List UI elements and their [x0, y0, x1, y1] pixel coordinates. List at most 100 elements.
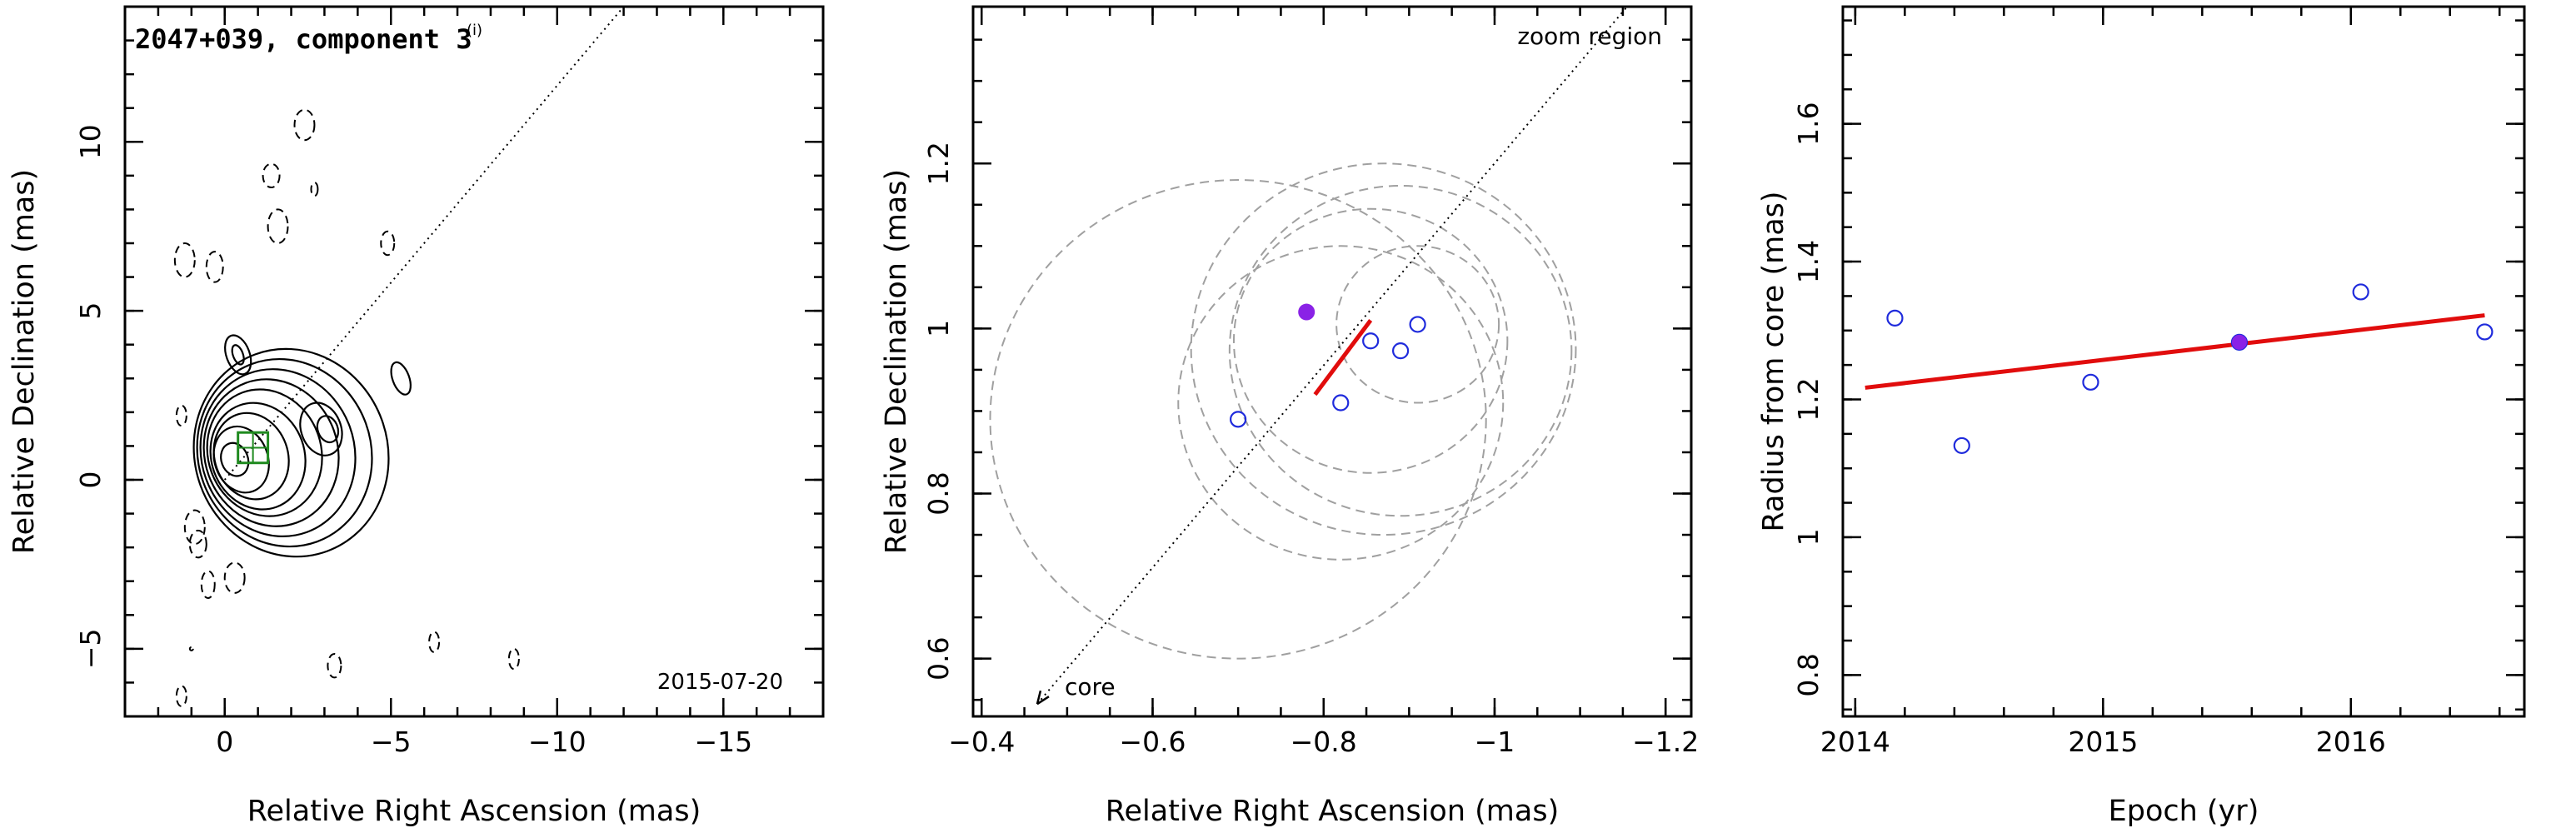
core-arrow-head [1036, 690, 1050, 706]
fit-track-line [1313, 318, 1373, 397]
radius-x-tick-label: 2015 [2068, 726, 2138, 758]
component-size-circle [989, 179, 1487, 660]
positive-contour [199, 368, 357, 537]
contour-map-x-tick-label: −5 [371, 726, 412, 758]
zoom-region-label: zoom region [1517, 22, 1662, 50]
zoom-y-tick-label: 1.2 [922, 142, 955, 185]
negative-contour [380, 230, 396, 257]
negative-contour [428, 631, 441, 653]
contour-map-title: 2047+039, component 3 [135, 23, 472, 55]
jet-axis-line [1036, 7, 1628, 705]
positive-contour [224, 334, 252, 376]
radius-plot-area [1865, 283, 2494, 455]
zoom-y-tick-label: 0.6 [922, 636, 955, 680]
positive-contour [316, 415, 340, 444]
negative-contour [188, 529, 207, 559]
positive-contour [206, 388, 323, 517]
contour-map-x-tick-label: −10 [528, 726, 587, 758]
contour-map-y-axis-label: Relative Declination (mas) [7, 169, 41, 554]
positive-contour [209, 402, 307, 511]
component-size-circle [1335, 245, 1500, 404]
negative-contour [223, 561, 246, 594]
positive-contour [192, 347, 390, 558]
contour-map-x-tick-label: −15 [694, 726, 752, 758]
observed-position-marker [1230, 411, 1247, 428]
jet-axis-line [223, 7, 625, 481]
negative-contour [175, 685, 187, 707]
radius-observed-marker [1886, 309, 1904, 327]
zoom-x-tick-label: −0.4 [948, 726, 1015, 758]
component-size-circle [1232, 207, 1509, 474]
zoom-plot-area [989, 7, 1628, 706]
observed-position-marker [1332, 394, 1350, 412]
zoom-x-tick-label: −1.2 [1632, 726, 1699, 758]
predicted-position-marker [1298, 303, 1315, 321]
zoom-x-tick-label: −1 [1475, 726, 1515, 758]
radius-y-tick-label: 1.2 [1792, 377, 1825, 421]
contour-map-y-tick-label: 10 [74, 124, 107, 159]
component-size-circle [1190, 162, 1577, 536]
contour-map-plot-area [173, 7, 625, 707]
positive-contour [212, 412, 290, 501]
contour-map-ticks: 0 −5 −10 −15 −5 0 5 10 [74, 5, 825, 758]
zoom-y-axis-label: Relative Declination (mas) [880, 169, 913, 554]
component-size-circle [1177, 245, 1505, 561]
radius-observed-marker [2082, 373, 2099, 391]
negative-contour [507, 647, 520, 671]
positive-contour [202, 378, 340, 527]
positive-contour [231, 344, 245, 366]
negative-contour [310, 181, 319, 197]
observed-position-marker [1391, 342, 1410, 360]
radius-predicted-marker [2231, 334, 2247, 350]
zoom-x-tick-label: −0.6 [1119, 726, 1186, 758]
contour-map-title-marker: (i) [467, 22, 482, 39]
negative-contour [188, 646, 194, 651]
radius-fit-line [1865, 313, 2485, 390]
negative-contour [267, 208, 289, 245]
negative-contour [183, 509, 206, 546]
radius-x-tick-label: 2014 [1820, 726, 1890, 758]
radius-frame [1841, 5, 2526, 718]
negative-contour [173, 242, 196, 278]
zoom-x-tick-label: −0.8 [1290, 726, 1357, 758]
zoom-y-tick-label: 0.8 [922, 471, 955, 515]
negative-contour [200, 570, 216, 599]
radius-observed-marker [2476, 323, 2494, 341]
contour-map-y-tick-label: 5 [74, 302, 107, 320]
core-label: core [1065, 673, 1116, 701]
zoom-y-tick-label: 1 [922, 320, 955, 337]
radius-ticks: 2014 2015 2016 0.8 1 1.2 1.4 1.6 [1792, 7, 2524, 758]
contour-map-y-tick-label: −5 [74, 629, 107, 670]
positive-contour [196, 357, 373, 548]
negative-contour [293, 108, 316, 142]
radius-y-tick-label: 0.8 [1792, 653, 1825, 696]
negative-contour [205, 251, 224, 283]
observed-position-marker [1362, 332, 1380, 350]
radius-y-tick-label: 1.6 [1792, 102, 1825, 145]
positive-contour [390, 361, 412, 396]
contour-map-panel: 0 −5 −10 −15 −5 0 5 10 2047+039, component 3 (i… [7, 5, 825, 828]
component-size-circle [1228, 184, 1573, 517]
radius-observed-marker [1953, 436, 1970, 455]
positive-contour [299, 402, 343, 456]
negative-contour [327, 652, 342, 679]
zoom-frame [971, 5, 1693, 718]
radius-observed-marker [2352, 283, 2369, 301]
observed-position-marker [1409, 316, 1426, 333]
contour-map-x-axis-label: Relative Right Ascension (mas) [247, 795, 701, 828]
radius-x-tick-label: 2016 [2316, 726, 2386, 758]
contour-map-frame [123, 5, 825, 718]
radius-panel: 2014 2015 2016 0.8 1 1.2 1.4 1.6 Epoch (yr) Rad… [1757, 5, 2526, 828]
contour-map-epoch-label: 2015-07-20 [657, 670, 783, 695]
radius-y-axis-label: Radius from core (mas) [1757, 191, 1790, 531]
contour-map-y-tick-label: 0 [74, 471, 107, 489]
zoom-x-axis-label: Relative Right Ascension (mas) [1106, 795, 1559, 828]
radius-x-axis-label: Epoch (yr) [2109, 795, 2259, 828]
negative-contour [262, 162, 281, 189]
contour-map-x-tick-label: 0 [216, 726, 233, 758]
zoom-ticks: −0.4 −0.6 −0.8 −1 −1.2 0.6 0.8 1 1.2 [922, 7, 1699, 758]
zoom-panel: −0.4 −0.6 −0.8 −1 −1.2 0.6 0.8 1 1.2 zoom region… [880, 5, 1699, 828]
radius-y-tick-label: 1.4 [1792, 240, 1825, 283]
radius-y-tick-label: 1 [1792, 528, 1825, 546]
